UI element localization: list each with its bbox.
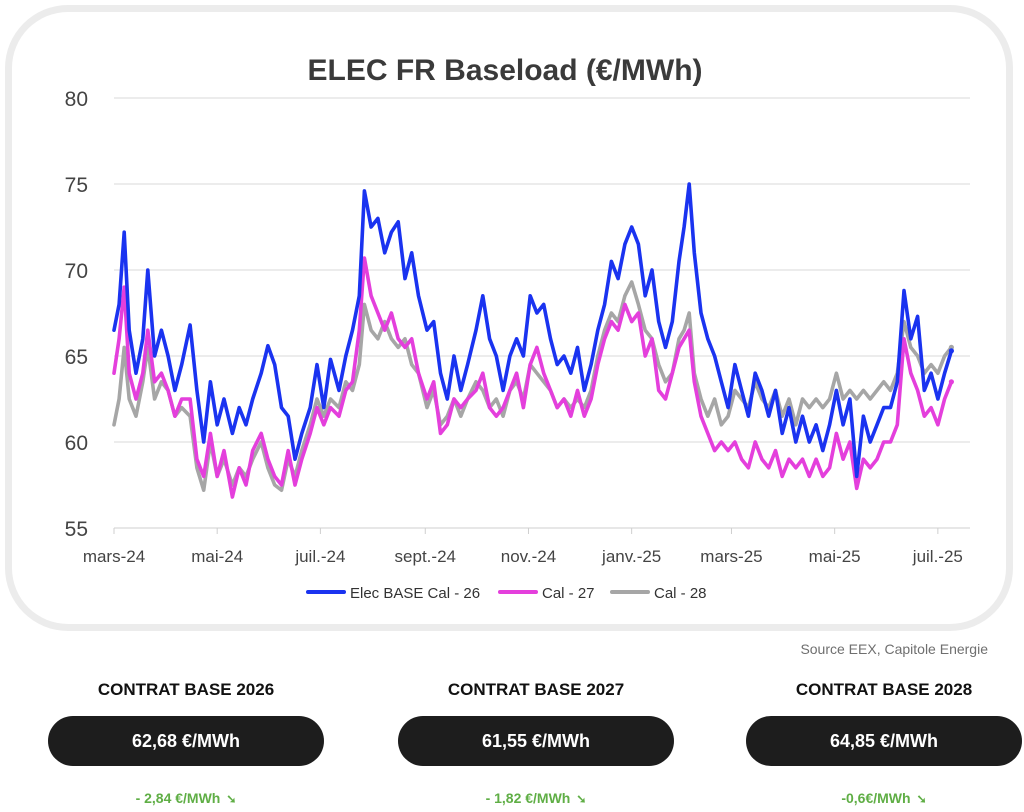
x-tick-label: nov.-24 bbox=[501, 547, 556, 566]
y-tick-label: 70 bbox=[65, 260, 88, 283]
contract-title: CONTRAT BASE 2026 bbox=[97, 680, 275, 699]
y-tick-label: 60 bbox=[65, 432, 88, 455]
series-line-2 bbox=[112, 280, 954, 492]
contract-delta: -0,6€/MWh ➘ bbox=[841, 790, 927, 806]
series-line-0 bbox=[112, 182, 954, 479]
y-tick-label: 65 bbox=[65, 346, 88, 369]
price-chart: ELEC FR Baseload (€/MWh) 55 60 65 70 75 80 mars… bbox=[65, 54, 970, 602]
legend-label: Cal - 27 bbox=[542, 585, 595, 602]
series-end-point-0 bbox=[948, 348, 954, 354]
contract-delta: - 1,82 €/MWh ➘ bbox=[485, 790, 587, 806]
y-tick-label: 75 bbox=[65, 174, 88, 197]
legend-label: Elec BASE Cal - 26 bbox=[350, 585, 480, 602]
x-tick-label: sept.-24 bbox=[395, 547, 456, 566]
contract-delta: - 2,84 €/MWh ➘ bbox=[135, 790, 237, 806]
x-tick-label: juil.-24 bbox=[294, 547, 345, 566]
x-tick-label: mai-24 bbox=[191, 547, 243, 566]
series-end-point-1 bbox=[948, 379, 954, 385]
contract-card-2028: CONTRAT BASE 2028 64,85 €/MWh -0,6€/MWh ➘ bbox=[746, 676, 1022, 806]
contract-title: CONTRAT BASE 2028 bbox=[795, 680, 973, 699]
x-tick-label: mars-25 bbox=[700, 547, 762, 566]
arrow-down-right-icon: ➘ bbox=[916, 792, 927, 806]
x-tick-label: mai-25 bbox=[809, 547, 861, 566]
x-tick-label: juil.-25 bbox=[912, 547, 963, 566]
contract-price-pill: 61,55 €/MWh bbox=[398, 716, 674, 766]
source-note: Source EEX, Capitole Energie bbox=[800, 641, 988, 657]
y-tick-label: 55 bbox=[65, 518, 88, 541]
x-tick-label: mars-24 bbox=[83, 547, 145, 566]
contract-title: CONTRAT BASE 2027 bbox=[447, 680, 625, 699]
arrow-down-right-icon: ➘ bbox=[576, 792, 587, 806]
x-tick-label: janv.-25 bbox=[601, 547, 661, 566]
contract-price-pill: 62,68 €/MWh bbox=[48, 716, 324, 766]
contract-price-pill: 64,85 €/MWh bbox=[746, 716, 1022, 766]
contract-card-2027: CONTRAT BASE 2027 61,55 €/MWh - 1,82 €/M… bbox=[398, 676, 674, 806]
y-tick-label: 80 bbox=[65, 88, 88, 111]
arrow-down-right-icon: ➘ bbox=[226, 792, 237, 806]
contract-card-2026: CONTRAT BASE 2026 62,68 €/MWh - 2,84 €/M… bbox=[48, 676, 324, 806]
legend-label: Cal - 28 bbox=[654, 585, 707, 602]
series-line-1 bbox=[112, 256, 954, 499]
chart-card bbox=[12, 12, 1006, 624]
chart-title: ELEC FR Baseload (€/MWh) bbox=[307, 54, 702, 87]
